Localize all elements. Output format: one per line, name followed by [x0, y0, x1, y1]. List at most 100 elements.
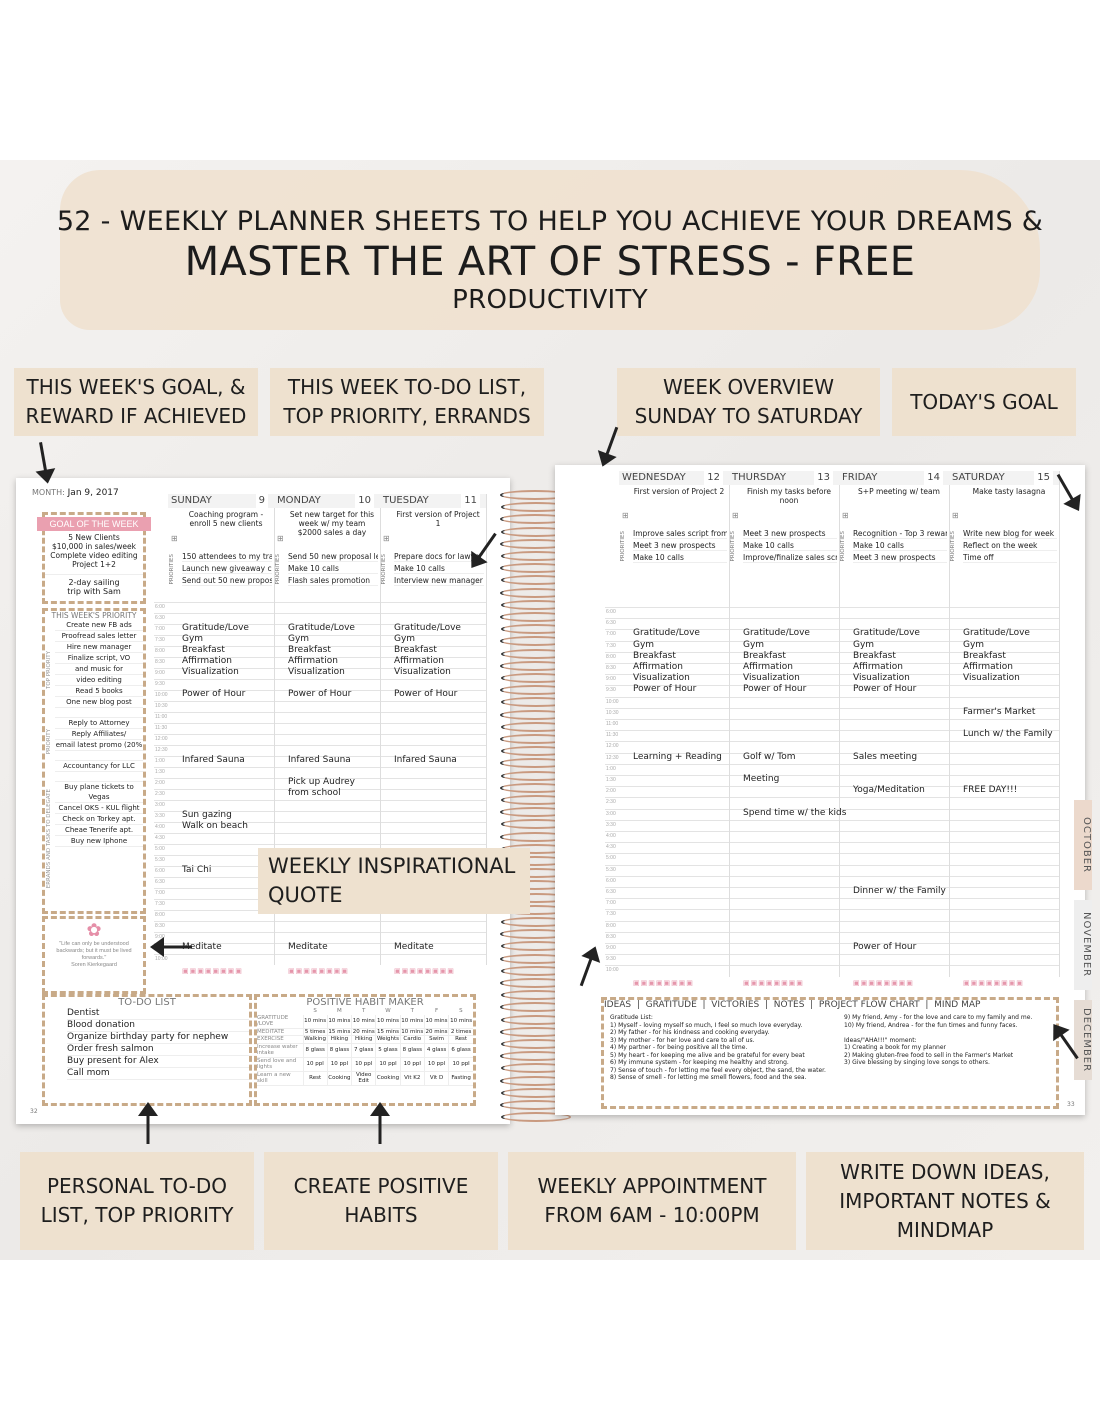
time-label: 4:00: [606, 833, 616, 839]
time-gridline: [605, 797, 1059, 799]
time-label: 4:30: [606, 844, 616, 851]
appointment-entry: Farmer's Market: [963, 706, 1036, 717]
priority-item: Make 10 calls: [394, 564, 484, 574]
time-gridline: [154, 833, 486, 834]
tab-october[interactable]: OCTOBER: [1074, 800, 1092, 890]
todays-goal: Set new target for this week w/ my team …: [289, 510, 375, 537]
time-label: 7:00: [155, 626, 165, 632]
time-label: 12:30: [606, 754, 619, 761]
habit-value: 10 mins: [399, 1014, 425, 1028]
goal-line: Project 1+2: [72, 560, 116, 569]
time-label: 8:00: [155, 912, 165, 918]
appointment-entry: FREE DAY!!!: [963, 785, 1018, 796]
habit-value: Hiking: [351, 1035, 376, 1043]
callout-habits: CREATE POSITIVE HABITS: [264, 1152, 498, 1250]
tab-december[interactable]: DECEMBER: [1074, 1000, 1092, 1080]
habit-name: Learn a new skill: [257, 1071, 291, 1085]
appointment-entry: Dinner w/ the Family: [853, 886, 946, 896]
day-date: 12: [704, 471, 723, 485]
time-gridline: [154, 646, 486, 647]
appointment-entry: Visualization: [182, 667, 239, 677]
time-label: 3:30: [606, 821, 616, 828]
time-gridline: [154, 822, 486, 823]
goal-title: GOAL OF THE WEEK: [37, 517, 151, 531]
time-label: 10:00: [155, 956, 168, 962]
habit-value: 20 mins: [351, 1028, 376, 1036]
appointment-entry: Visualization: [633, 673, 690, 684]
day-name: FRIDAY: [842, 472, 878, 483]
priority-item: Prepare docs for lawyer: [394, 552, 484, 562]
month-value: Jan 9, 2017: [67, 488, 119, 498]
time-gridline: [154, 943, 486, 944]
appointment-entry: Visualization: [743, 673, 800, 684]
time-label: 9:00: [155, 670, 165, 676]
time-gridline: [605, 719, 1059, 720]
priority-item: Reflect on the week: [963, 541, 1057, 551]
habit-value: 10 ppl: [423, 1057, 449, 1071]
reward-line: trip with Sam: [67, 587, 121, 596]
priority-item: Make 10 calls: [288, 564, 378, 574]
callout-personal-todo: PERSONAL TO-DO LIST, TOP PRIORITY: [20, 1152, 254, 1250]
time-label: 11:30: [606, 732, 619, 739]
callout-quote: WEEKLY INSPIRATIONAL QUOTE: [258, 848, 530, 914]
flower-icon: ✿: [86, 920, 102, 940]
gift-icon: ⊞: [622, 511, 629, 520]
column-divider: [274, 494, 275, 965]
habit-value: 15 mins: [375, 1028, 401, 1036]
habit-value: 10 mins: [399, 1028, 425, 1036]
habit-value: 8 glass: [399, 1043, 425, 1057]
appointment-entry: Affirmation: [182, 656, 232, 666]
habit-value: 10 ppl: [375, 1057, 401, 1071]
priority-item: Send 50 new proposal letters: [288, 552, 378, 562]
time-gridline: [154, 723, 486, 724]
time-label: 3:00: [155, 802, 165, 808]
priority-item: Meet 3 new prospects: [743, 529, 837, 539]
appointment-entry: Gym: [743, 639, 765, 650]
side-label-errands: ERRANDS AND TASKS TO DELEGATE: [46, 789, 52, 889]
time-label: 7:30: [606, 642, 616, 649]
water-tracker-icons: ▣▣▣▣▣▣▣▣: [182, 968, 243, 975]
habit-box: POSITIVE HABIT MAKER S M T W T F S GRATITUDE /L…: [254, 994, 476, 1106]
habit-value: Fasting: [448, 1071, 473, 1085]
time-label: 9:00: [155, 934, 165, 940]
day-header: SUNDAY 9: [168, 494, 274, 508]
callout-todays-goal: TODAY'S GOAL: [892, 368, 1076, 436]
time-label: 2:00: [155, 780, 165, 786]
time-label: 9:30: [606, 956, 616, 963]
time-gridline: [605, 965, 1059, 967]
habit-row: GRATITUDE /LOVE 10 mins 10 mins 10 mins 10 m…: [257, 1014, 473, 1028]
day-name: SUNDAY: [171, 495, 212, 506]
time-gridline: [605, 651, 1059, 653]
arrow-icon: [1038, 462, 1098, 522]
time-gridline: [154, 844, 486, 845]
priority-item: Meet 3 new prospects: [633, 541, 727, 551]
habit-name: Increase water intake: [257, 1043, 298, 1057]
habit-day-label: T: [410, 1008, 414, 1014]
habit-name: MEDITATE: [257, 1028, 285, 1035]
todo-item: Organize birthday party for nephew: [67, 1032, 249, 1044]
notes-line: 1) Creating a book for my planner: [844, 1044, 946, 1051]
tab-november[interactable]: NOVEMBER: [1074, 900, 1092, 990]
appointment-entry: Affirmation: [853, 662, 903, 672]
time-label: 1:00: [155, 758, 165, 764]
priority-item: Reply to Attorney: [55, 718, 143, 729]
priority-item: and music for: [55, 664, 143, 675]
day-header: FRIDAY 14: [839, 471, 949, 485]
time-gridline: [605, 741, 1059, 743]
left-planner-page: MONTH: Jan 9, 2017 GOAL OF THE WEEK 5 Ne…: [16, 478, 510, 1124]
habit-value: Swim: [423, 1035, 449, 1043]
appointment-entry: Gratitude/Love: [743, 628, 810, 639]
habit-day-label: S: [459, 1008, 463, 1014]
time-label: 7:30: [606, 911, 616, 918]
callout-todo: THIS WEEK TO-DO LIST, TOP PRIORITY, ERRA…: [270, 368, 544, 436]
time-gridline: [154, 789, 486, 790]
time-label: 4:30: [155, 835, 165, 841]
habit-value: 2 times: [448, 1028, 473, 1036]
goal-line: 5 New Clients: [68, 533, 120, 542]
time-gridline: [605, 898, 1059, 900]
appointment-entry: Pick up Audrey: [288, 777, 355, 787]
time-gridline: [605, 831, 1059, 832]
priority-item: Improve/finalize sales script Project 2: [743, 553, 837, 563]
time-gridline: [605, 954, 1059, 956]
time-gridline: [605, 607, 1059, 608]
